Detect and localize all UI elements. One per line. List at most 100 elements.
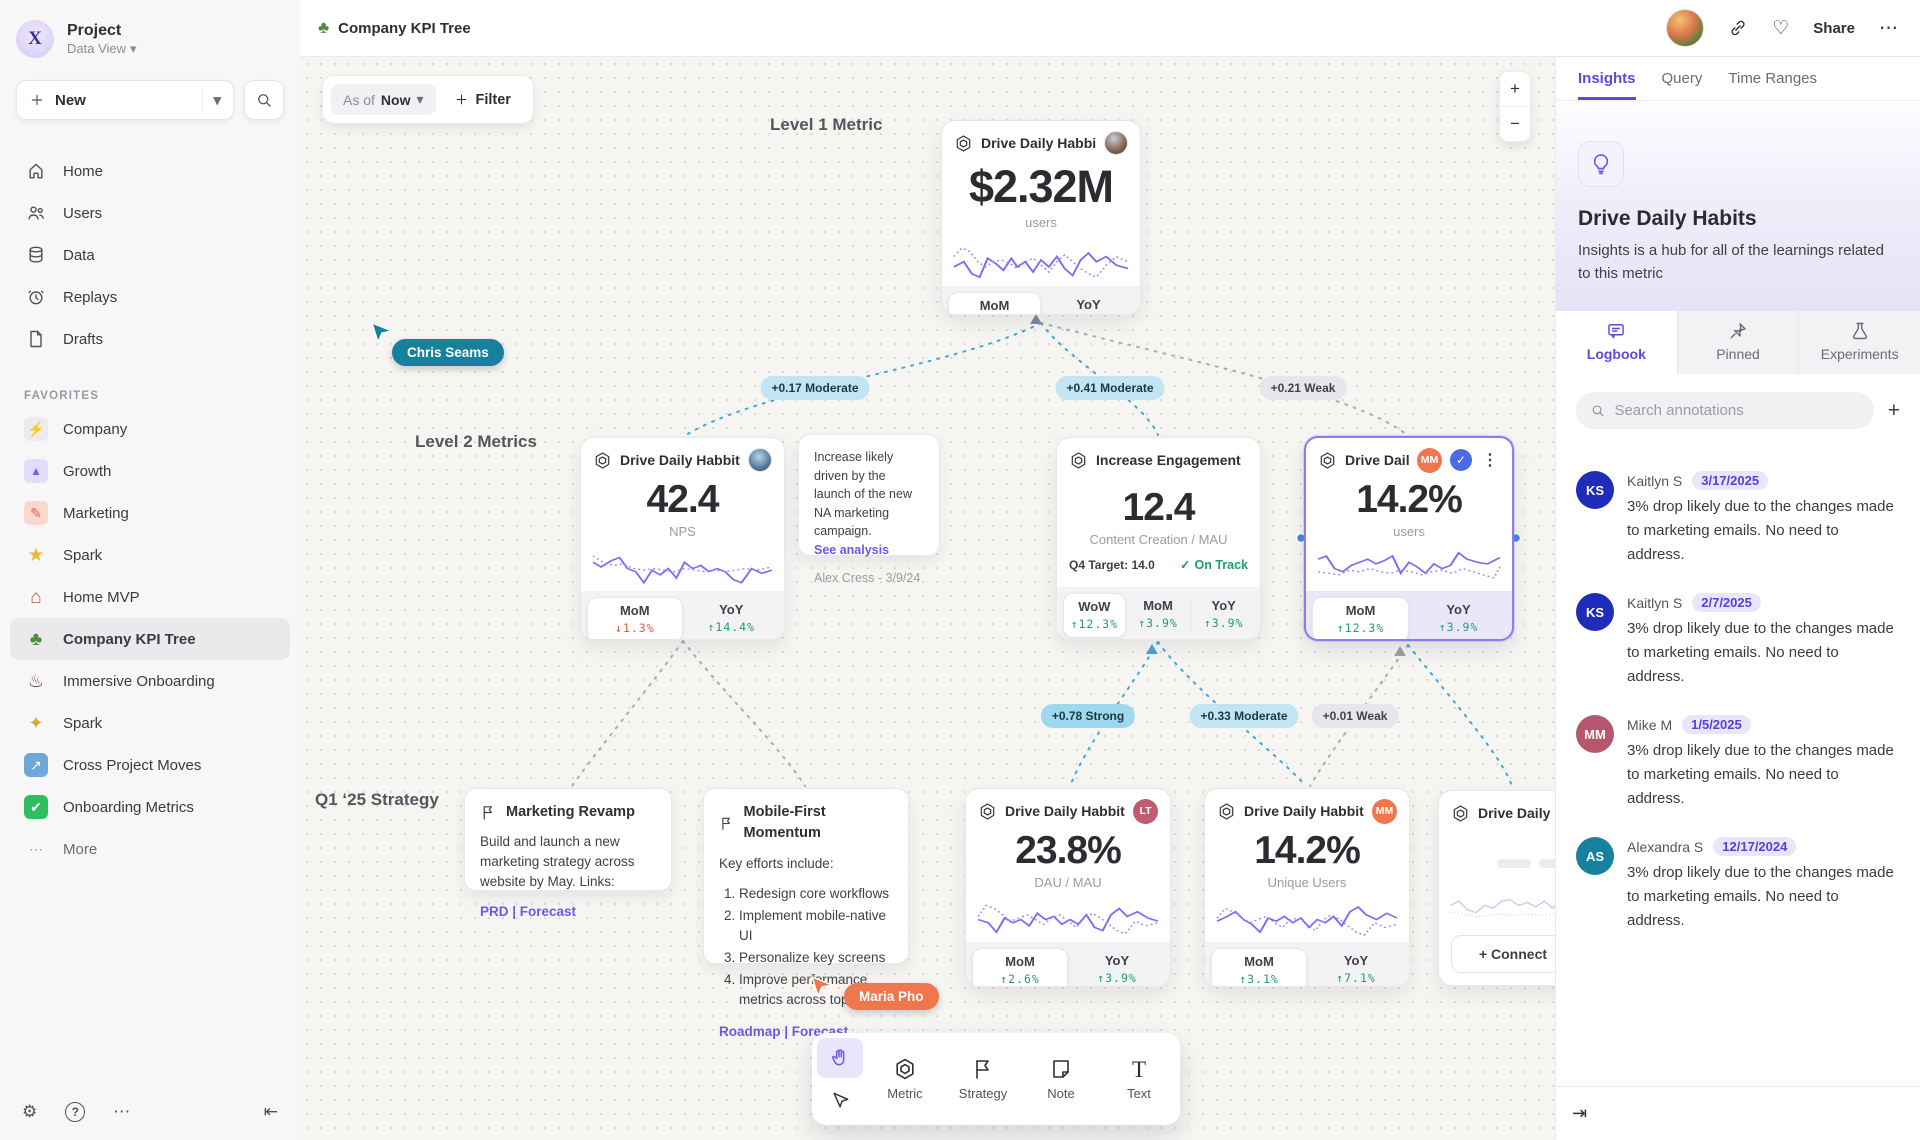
period-yoy[interactable]: YoY ↑3.9%: [1411, 597, 1506, 639]
new-button[interactable]: New ▾: [16, 80, 234, 120]
select-tool-button[interactable]: [817, 1080, 863, 1120]
period-yoy[interactable]: YoY ↑3.9%: [1070, 948, 1164, 986]
user-avatar[interactable]: [1666, 9, 1705, 47]
copy-link-icon[interactable]: [1728, 18, 1748, 38]
see-analysis-link[interactable]: See analysis: [814, 542, 890, 557]
project-switcher[interactable]: X Project Data View ▾: [0, 0, 300, 72]
house-icon: ⌂: [30, 586, 42, 608]
metric-hexagon-icon: [980, 802, 995, 820]
annotation-date-badge[interactable]: 12/17/2024: [1713, 837, 1797, 856]
metric-card-drive-daily-habbits-nps[interactable]: Drive Daily Habbits 42.4 NPS MoM ↓1.3% Yo…: [580, 437, 785, 640]
search-button[interactable]: [244, 80, 284, 120]
annotation-item[interactable]: KS Kaitlyn S 2/7/2025 3% drop likely due …: [1576, 593, 1900, 689]
annotations-search-input[interactable]: [1614, 402, 1860, 419]
data-view-selector[interactable]: Data View ▾: [67, 41, 137, 57]
strategy-card-mobile-first-momentum[interactable]: Mobile-First Momentum Key efforts includ…: [703, 788, 909, 1039]
annotation-date-badge[interactable]: 1/5/2025: [1682, 715, 1751, 734]
metric-tool-button[interactable]: Metric: [869, 1038, 941, 1120]
annotation-item[interactable]: KS Kaitlyn S 3/17/2025 3% drop likely due…: [1576, 471, 1900, 567]
sidebar-item-immersive-onboarding[interactable]: ♨ Immersive Onboarding: [10, 660, 290, 702]
period-mom[interactable]: MoM ↓1.3%: [587, 597, 683, 639]
metric-card-increase-engagement[interactable]: Increase Engagement 12.4 Content Creatio…: [1056, 437, 1261, 640]
period-wow[interactable]: WoW ↑12.3%: [1063, 593, 1126, 638]
zoom-in-button[interactable]: +: [1510, 79, 1520, 98]
sidebar-item-company-kpi-tree[interactable]: ♣ Company KPI Tree: [10, 618, 290, 660]
tab-time-ranges[interactable]: Time Ranges: [1728, 70, 1818, 87]
annotation-item[interactable]: MM Mike M 1/5/2025 3% drop likely due to …: [1576, 715, 1900, 811]
hand-tool-button[interactable]: [817, 1038, 863, 1078]
collaborator-badge: MM: [1372, 798, 1397, 824]
metric-card-drive-daily-habbits-unique-users[interactable]: Drive Daily Habbits MM 14.2% Unique User…: [1204, 788, 1410, 987]
annotation-date-badge[interactable]: 3/17/2025: [1692, 471, 1769, 490]
new-dropdown-chevron[interactable]: ▾: [213, 92, 221, 109]
metric-card-drive-daily-habbits-l1[interactable]: Drive Daily Habbits $2.32M users MoM↑4.8…: [941, 120, 1141, 315]
period-mom[interactable]: MoM ↑3.1%: [1211, 948, 1307, 986]
topbar-more-icon[interactable]: ⋯: [1879, 17, 1898, 39]
tab-query[interactable]: Query: [1661, 70, 1703, 87]
avatar: KS: [1576, 593, 1614, 631]
period-yoy[interactable]: YoY↑23.9%: [1076, 297, 1101, 312]
favorite-heart-icon[interactable]: ♡: [1772, 17, 1790, 39]
annotation-date-badge[interactable]: 2/7/2025: [1692, 593, 1761, 612]
sidebar-item-onboarding-metrics[interactable]: ✔ Onboarding Metrics: [10, 786, 290, 828]
period-mom[interactable]: MoM↑4.8%: [948, 292, 1041, 314]
metric-card-drive-daily-habbits-selected[interactable]: Drive Daily Habb.. MM ✓ ⋮ 14.2% users Mo…: [1304, 436, 1514, 641]
collapse-sidebar-icon[interactable]: ⇤: [263, 1102, 278, 1121]
connect-button[interactable]: + Connect: [1451, 935, 1555, 973]
sidebar-item-home-mvp[interactable]: ⌂ Home MVP: [10, 576, 290, 618]
sidebar-item-growth[interactable]: ▲ Growth: [10, 450, 290, 492]
annotation-item[interactable]: AS Alexandra S 12/17/2024 3% drop likely …: [1576, 837, 1900, 933]
collapse-panel-icon[interactable]: ⇥: [1572, 1103, 1588, 1123]
annotations-list: KS Kaitlyn S 3/17/2025 3% drop likely due…: [1556, 435, 1920, 1086]
strategy-links[interactable]: Roadmap | Forecast: [719, 1023, 849, 1039]
share-button[interactable]: Share: [1813, 19, 1855, 37]
subtab-experiments[interactable]: Experiments: [1798, 311, 1920, 374]
sidebar-item-users[interactable]: Users: [10, 192, 290, 234]
strategy-tool-button[interactable]: Strategy: [947, 1038, 1019, 1120]
sidebar-item-home[interactable]: Home: [10, 150, 290, 192]
settings-gear-icon[interactable]: ⚙: [22, 1102, 38, 1121]
sidebar-item-more[interactable]: ⋯ More: [10, 828, 290, 870]
help-icon[interactable]: ?: [65, 1102, 86, 1122]
metric-value: 42.4: [646, 478, 720, 521]
note-tool-button[interactable]: Note: [1025, 1038, 1097, 1120]
subtab-pinned[interactable]: Pinned: [1676, 311, 1799, 374]
card-menu-icon[interactable]: ⋮: [1482, 452, 1498, 469]
add-filter-button[interactable]: Filter: [440, 92, 525, 108]
sidebar-item-data[interactable]: Data: [10, 234, 290, 276]
sidebar-item-company[interactable]: ⚡ Company: [10, 408, 290, 450]
period-yoy[interactable]: YoY ↑14.4%: [685, 597, 779, 639]
correlation-label: +0.78 Strong: [1040, 704, 1136, 728]
tab-insights[interactable]: Insights: [1578, 57, 1636, 100]
kpi-tree-canvas[interactable]: As of Now ▾ Filter + − Level 1 Metric Le…: [300, 57, 1555, 1140]
annotations-search[interactable]: [1576, 392, 1874, 429]
metric-card-unconnected[interactable]: Drive Daily Hab + Connect: [1438, 790, 1555, 986]
add-annotation-button[interactable]: +: [1887, 399, 1900, 422]
period-mom[interactable]: MoM ↑3.9%: [1128, 593, 1189, 638]
period-mom[interactable]: MoM ↑12.3%: [1312, 597, 1409, 639]
period-yoy[interactable]: YoY ↑7.1%: [1309, 948, 1403, 986]
metric-unit: users: [1393, 524, 1425, 539]
mom-value: ↑3.1%: [1239, 972, 1279, 986]
annotation-note-card[interactable]: Increase likely driven by the launch of …: [798, 434, 940, 585]
subtab-logbook[interactable]: Logbook: [1556, 311, 1677, 374]
branch-handles: [1030, 314, 1406, 656]
strategy-links[interactable]: PRD | Forecast: [480, 904, 577, 920]
metric-hexagon-icon: [1453, 804, 1468, 822]
lightning-icon: ⚡: [24, 417, 48, 441]
sidebar-item-cross-project-moves[interactable]: ↗ Cross Project Moves: [10, 744, 290, 786]
text-tool-button[interactable]: T Text: [1103, 1038, 1175, 1120]
sidebar-item-replays[interactable]: Replays: [10, 276, 290, 318]
metric-card-drive-daily-habbits-dau-mau[interactable]: Drive Daily Habbits LT 23.8% DAU / MAU M…: [965, 788, 1171, 987]
as-of-selector[interactable]: As of Now ▾: [331, 84, 436, 115]
sidebar-item-drafts[interactable]: Drafts: [10, 318, 290, 360]
strategy-card-marketing-revamp[interactable]: Marketing Revamp Build and launch a new …: [464, 788, 672, 919]
zoom-out-button[interactable]: −: [1510, 114, 1520, 133]
period-mom[interactable]: MoM ↑2.6%: [972, 948, 1068, 986]
overflow-menu-icon[interactable]: ⋯: [113, 1102, 131, 1121]
favorite-label: Onboarding Metrics: [63, 798, 194, 816]
sidebar-item-marketing[interactable]: ✎ Marketing: [10, 492, 290, 534]
sidebar-item-spark[interactable]: ★ Spark: [10, 534, 290, 576]
sidebar-item-spark-2[interactable]: ✦ Spark: [10, 702, 290, 744]
period-yoy[interactable]: YoY ↑3.9%: [1193, 593, 1254, 638]
